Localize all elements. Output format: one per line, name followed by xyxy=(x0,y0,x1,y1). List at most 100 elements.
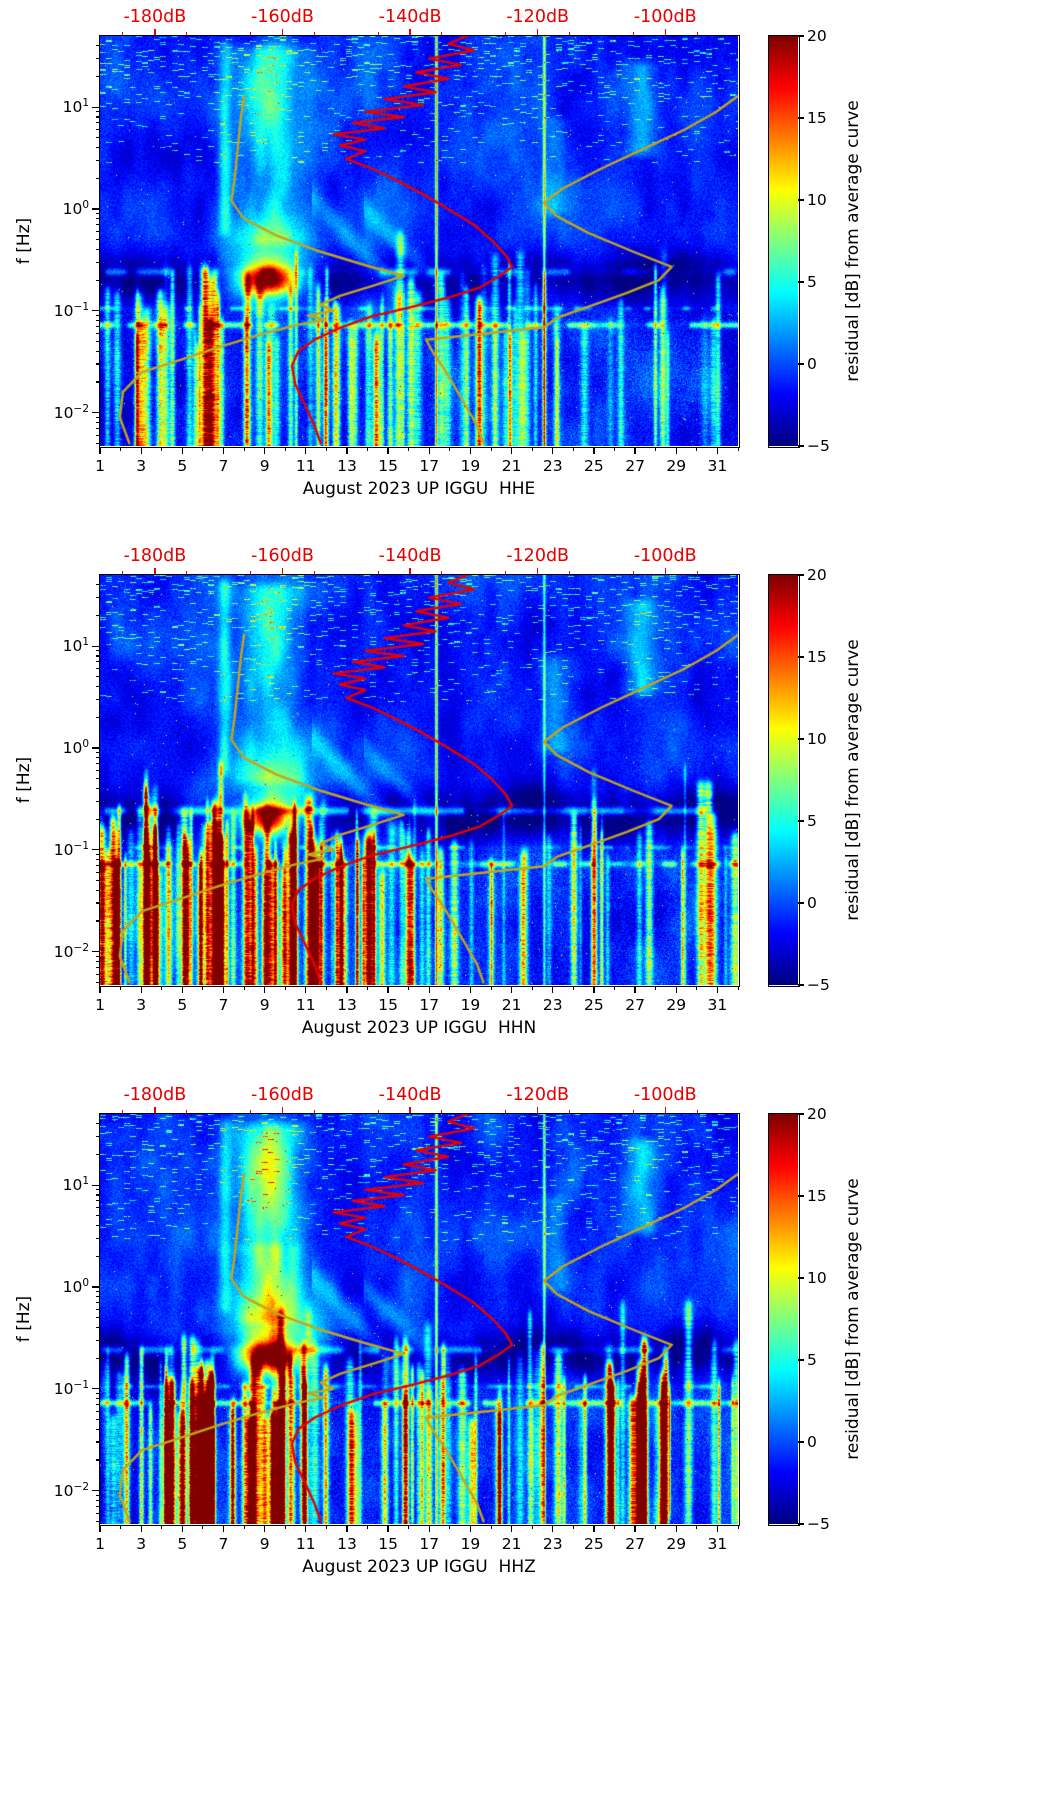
y-tick-mantissa: 10 xyxy=(53,1481,74,1500)
x-axis-minor-tick xyxy=(696,986,698,990)
x-axis-minor-tick xyxy=(284,986,286,990)
colorbar xyxy=(769,1114,798,1524)
top-axis-tick xyxy=(409,29,411,35)
y-tick-exponent: 0 xyxy=(82,737,89,750)
x-axis-minor-tick xyxy=(531,447,533,451)
x-axis-minor-tick xyxy=(161,986,163,990)
y-tick-exponent: −1 xyxy=(73,839,89,852)
x-axis-minor-tick xyxy=(449,986,451,990)
x-axis-major-tick xyxy=(510,1525,513,1532)
colorbar-tick-label: −5 xyxy=(807,976,830,994)
y-tick-exponent: 1 xyxy=(82,97,89,110)
top-axis-tick-label: -180dB xyxy=(123,546,187,566)
colorbar-tick-label: 5 xyxy=(807,812,817,830)
y-axis-minor-tick xyxy=(95,1200,100,1202)
x-tick-label: 23 xyxy=(542,1535,563,1553)
x-axis-major-tick xyxy=(552,986,554,993)
x-axis-major-tick xyxy=(346,447,348,454)
x-axis-major-tick xyxy=(181,986,183,993)
y-axis-minor-tick xyxy=(95,1225,100,1227)
y-axis-minor-tick xyxy=(95,859,100,861)
x-axis-minor-tick xyxy=(655,986,657,990)
x-tick-label: 19 xyxy=(460,1535,481,1553)
colorbar-tick xyxy=(798,574,804,576)
y-tick-label: 10−1 xyxy=(54,1378,89,1398)
x-axis-major-tick xyxy=(140,1525,142,1532)
y-axis-minor-tick xyxy=(95,58,100,60)
y-axis-minor-tick xyxy=(95,218,100,220)
x-axis-minor-tick xyxy=(696,1525,698,1529)
y-axis-minor-tick xyxy=(95,1189,100,1191)
y-tick-exponent: −2 xyxy=(73,1480,89,1493)
top-axis-minor-tick xyxy=(696,31,698,35)
colorbar-tick xyxy=(798,738,804,740)
y-axis-major-tick xyxy=(92,310,99,312)
x-tick-label: 11 xyxy=(295,996,316,1014)
x-axis-major-tick xyxy=(469,986,472,993)
top-axis-minor-tick xyxy=(122,1109,124,1113)
spectrogram-canvas xyxy=(100,36,738,446)
colorbar-tick xyxy=(798,820,804,822)
x-axis-major-tick xyxy=(99,1525,101,1532)
y-axis-minor-tick xyxy=(95,1309,100,1311)
top-axis-tick xyxy=(409,568,411,574)
top-axis-tick xyxy=(281,568,284,574)
top-axis-minor-tick xyxy=(632,570,634,574)
y-axis-minor-tick xyxy=(95,350,100,352)
y-tick-mantissa: 10 xyxy=(62,1176,83,1195)
colorbar-tick xyxy=(798,117,804,119)
y-axis-minor-tick xyxy=(95,1505,100,1507)
x-tick-label: 15 xyxy=(378,996,398,1014)
colorbar-tick-label: −5 xyxy=(807,437,830,455)
y-axis-minor-tick xyxy=(95,614,100,617)
x-tick-label: 7 xyxy=(218,1535,229,1553)
x-axis-major-tick xyxy=(675,447,677,454)
x-axis-major-tick xyxy=(593,986,595,993)
x-axis-minor-tick xyxy=(614,1525,616,1529)
y-axis-minor-tick xyxy=(95,1357,100,1359)
y-tick-label: 100 xyxy=(63,1277,89,1296)
x-tick-label: 13 xyxy=(337,996,357,1014)
y-axis-minor-tick xyxy=(95,248,100,251)
y-axis-minor-tick xyxy=(95,261,100,263)
x-tick-label: 25 xyxy=(584,996,604,1014)
y-axis-minor-tick xyxy=(95,326,100,328)
colorbar-tick xyxy=(798,1113,804,1115)
y-tick-exponent: −1 xyxy=(73,1378,89,1391)
x-tick-label: 7 xyxy=(218,996,229,1014)
y-axis-major-tick xyxy=(92,1489,99,1492)
top-axis-tick-label: -120dB xyxy=(506,7,570,27)
x-axis-minor-tick xyxy=(531,1525,533,1529)
x-tick-label: 9 xyxy=(259,996,270,1014)
y-axis-minor-tick xyxy=(95,427,100,429)
x-tick-label: 5 xyxy=(177,1535,188,1553)
y-tick-label: 100 xyxy=(63,199,89,218)
x-tick-label: 1 xyxy=(95,457,105,475)
x-tick-label: 25 xyxy=(584,1535,604,1553)
y-axis-minor-tick xyxy=(95,650,100,652)
x-axis-major-tick xyxy=(469,447,472,454)
top-axis-tick-label: -100dB xyxy=(633,7,697,27)
top-axis-minor-tick xyxy=(569,570,571,574)
x-axis-minor-tick xyxy=(325,1525,327,1529)
x-tick-label: 19 xyxy=(460,996,481,1014)
x-axis-minor-tick xyxy=(408,986,410,990)
y-tick-mantissa: 10 xyxy=(53,301,74,320)
top-axis-tick-label: -160dB xyxy=(251,546,314,566)
x-axis-minor-tick xyxy=(572,1525,574,1529)
x-tick-label: 27 xyxy=(625,1535,645,1553)
x-axis-major-tick xyxy=(140,986,142,993)
x-axis-major-tick xyxy=(634,447,636,454)
x-axis-major-tick xyxy=(593,1525,595,1532)
x-axis-major-tick xyxy=(634,1525,636,1532)
y-axis-minor-tick xyxy=(95,698,100,700)
x-axis-minor-tick xyxy=(367,986,369,990)
x-tick-label: 15 xyxy=(378,1535,398,1553)
y-tick-label: 101 xyxy=(62,636,89,656)
y-axis-minor-tick xyxy=(95,1392,100,1394)
x-tick-label: 31 xyxy=(707,996,728,1014)
y-tick-mantissa: 10 xyxy=(62,637,83,656)
top-axis-tick xyxy=(664,1107,666,1113)
y-axis-minor-tick xyxy=(95,752,100,754)
y-tick-mantissa: 10 xyxy=(62,738,83,757)
